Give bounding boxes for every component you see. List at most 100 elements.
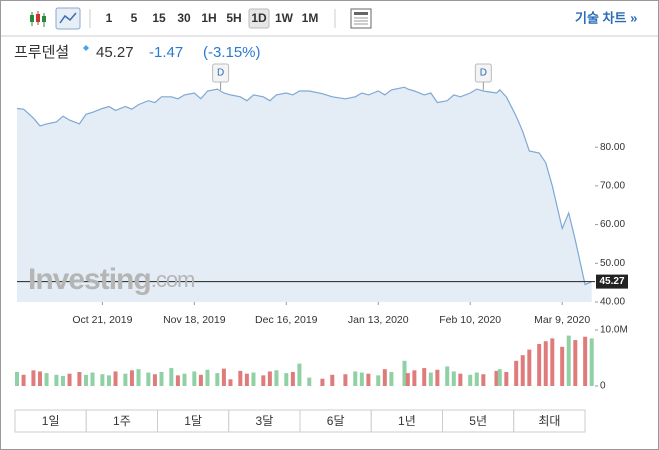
volume-bar (169, 368, 174, 386)
range-label: 6달 (327, 414, 345, 428)
volume-bar (382, 369, 387, 386)
volume-bar (543, 341, 548, 386)
volume-bar (573, 340, 578, 386)
table-icon[interactable] (350, 8, 372, 29)
volume-bar (307, 377, 312, 386)
volume-bar (402, 360, 407, 386)
volume-bar (366, 373, 371, 386)
volume-bar (44, 373, 49, 386)
y-tick-label: 50.00 (600, 258, 625, 269)
x-tick-label: Mar 9, 2020 (534, 314, 590, 326)
volume-bar (54, 374, 59, 386)
volume-bar (481, 374, 486, 386)
volume-bar (520, 355, 525, 386)
volume-bar (330, 374, 335, 386)
interval-button[interactable]: 1W (275, 11, 294, 25)
volume-bar (159, 372, 164, 386)
volume-bar (31, 370, 36, 386)
price-change-pct: (-3.15%) (203, 44, 261, 61)
volume-bar (123, 373, 128, 386)
last-price-label: 45.27 (599, 276, 624, 287)
candle-icon[interactable] (30, 11, 46, 27)
price-change: -1.47 (149, 44, 183, 61)
advanced-chart-link[interactable]: 기술 차트 » (575, 10, 637, 25)
watermark-domain: .com (151, 267, 195, 292)
range-label: 1달 (184, 414, 202, 428)
volume-bar (274, 370, 279, 386)
range-label: 1일 (42, 414, 60, 428)
volume-bar (566, 335, 571, 386)
volume-bar (198, 374, 203, 386)
volume-bar (297, 363, 302, 386)
volume-bar (389, 372, 394, 386)
x-tick-label: Oct 21, 2019 (72, 314, 132, 326)
volume-bar (376, 375, 381, 386)
interval-button[interactable]: 30 (177, 11, 191, 25)
volume-bar (445, 366, 450, 386)
y-tick-label: 40.00 (600, 297, 625, 308)
y-tick-label: 80.00 (600, 142, 625, 153)
watermark: Investing.com (28, 263, 194, 296)
live-indicator (83, 45, 89, 51)
volume-bar (90, 372, 95, 386)
volume-bar (182, 373, 187, 386)
volume-bar (284, 373, 289, 386)
volume-bar (136, 369, 141, 386)
volume-bar (113, 371, 118, 386)
interval-button[interactable]: 5H (226, 11, 241, 25)
interval-button[interactable]: 1 (106, 11, 113, 25)
volume-bar (494, 370, 499, 386)
volume-bar (77, 372, 82, 386)
volume-bar (244, 373, 249, 386)
range-button[interactable] (513, 409, 586, 433)
volume-bar (267, 371, 272, 386)
range-label: 최대 (538, 414, 560, 428)
y2-tick-label: 0 (600, 381, 606, 392)
volume-bar (221, 368, 226, 386)
watermark-brand: Investing (28, 263, 151, 296)
volume-bar (514, 360, 519, 386)
volume-bar (175, 375, 180, 386)
interval-button[interactable]: 1M (302, 11, 319, 25)
volume-bar (589, 338, 594, 386)
volume-bar (550, 338, 555, 386)
interval-button[interactable]: 5 (131, 11, 138, 25)
volume-bar (192, 371, 197, 386)
volume-bar (83, 374, 88, 386)
range-label: 5년 (469, 414, 487, 428)
volume-bar (560, 346, 565, 386)
dividend-label: D (480, 68, 487, 79)
interval-button[interactable]: 1H (201, 11, 216, 25)
volume-bar (468, 374, 473, 386)
x-tick-label: Dec 16, 2019 (255, 314, 318, 326)
volume-bar (152, 374, 157, 386)
interval-button[interactable]: 15 (152, 11, 166, 25)
interval-button[interactable]: 1D (251, 11, 267, 25)
volume-bar (60, 375, 65, 386)
y-tick-label: 70.00 (600, 181, 625, 192)
volume-bar (37, 371, 42, 386)
volume-bar (238, 370, 243, 386)
volume-bar (428, 372, 433, 386)
active-interval (248, 8, 270, 29)
volume-bar (474, 372, 479, 386)
volume-bar (67, 373, 72, 386)
volume-bar (290, 372, 295, 386)
volume-bar (215, 373, 220, 386)
y2-tick-label: 10.0M (600, 325, 628, 336)
volume-bar (205, 369, 210, 386)
range-label: 3달 (256, 414, 274, 428)
x-tick-label: Nov 18, 2019 (163, 314, 226, 326)
range-label: 1주 (113, 414, 131, 428)
instrument-name: 프루덴셜 (14, 44, 69, 61)
volume-bar (359, 372, 364, 386)
volume-bar (412, 370, 417, 386)
volume-bar (422, 368, 427, 386)
dividend-label: D (217, 68, 224, 79)
volume-bar (228, 379, 233, 386)
volume-bar (343, 374, 348, 386)
last-price: 45.27 (96, 44, 134, 61)
volume-bar (537, 344, 542, 386)
volume-bar (15, 372, 19, 386)
